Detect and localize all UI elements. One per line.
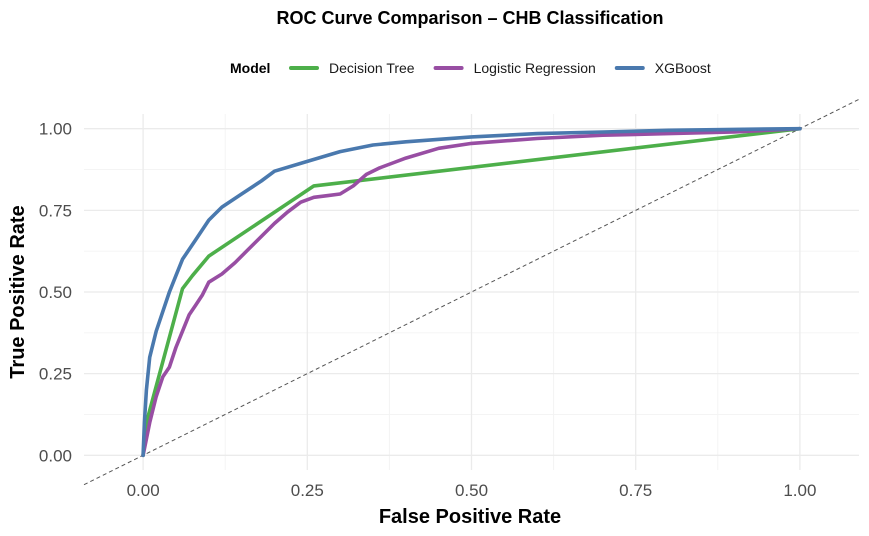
roc-curve-logistic-regression [141, 126, 802, 458]
y-tick-label: 0.50 [39, 283, 72, 302]
x-tick-label: 0.50 [455, 481, 488, 500]
series-group [141, 126, 802, 458]
legend: Model Decision Tree Logistic Regression XG… [230, 60, 711, 76]
x-axis-title: False Positive Rate [379, 506, 561, 528]
roc-curve-decision-tree [141, 126, 802, 458]
grid-major [84, 114, 859, 470]
y-tick-label: 1.00 [39, 120, 72, 139]
x-tick-label: 0.25 [291, 481, 324, 500]
reference-diagonal-group [83, 98, 860, 486]
legend-title: Model [230, 60, 270, 76]
y-tick-label: 0.75 [39, 201, 72, 220]
roc-curve-xgboost [141, 126, 802, 458]
y-tick-label: 0.25 [39, 365, 72, 384]
x-axis-ticks: 0.00 0.25 0.50 0.75 1.00 [127, 481, 817, 500]
x-tick-label: 0.75 [619, 481, 652, 500]
x-tick-label: 0.00 [127, 481, 160, 500]
legend-label-xgboost: XGBoost [655, 60, 711, 76]
legend-label-decision-tree: Decision Tree [329, 60, 415, 76]
legend-label-logistic-regression: Logistic Regression [474, 60, 596, 76]
x-tick-label: 1.00 [783, 481, 816, 500]
chart-title: ROC Curve Comparison – CHB Classificatio… [276, 8, 663, 28]
reference-diagonal-line [83, 98, 860, 486]
y-axis-ticks: 0.00 0.25 0.50 0.75 1.00 [39, 120, 72, 466]
y-axis-title: True Positive Rate [7, 205, 29, 378]
y-tick-label: 0.00 [39, 446, 72, 465]
